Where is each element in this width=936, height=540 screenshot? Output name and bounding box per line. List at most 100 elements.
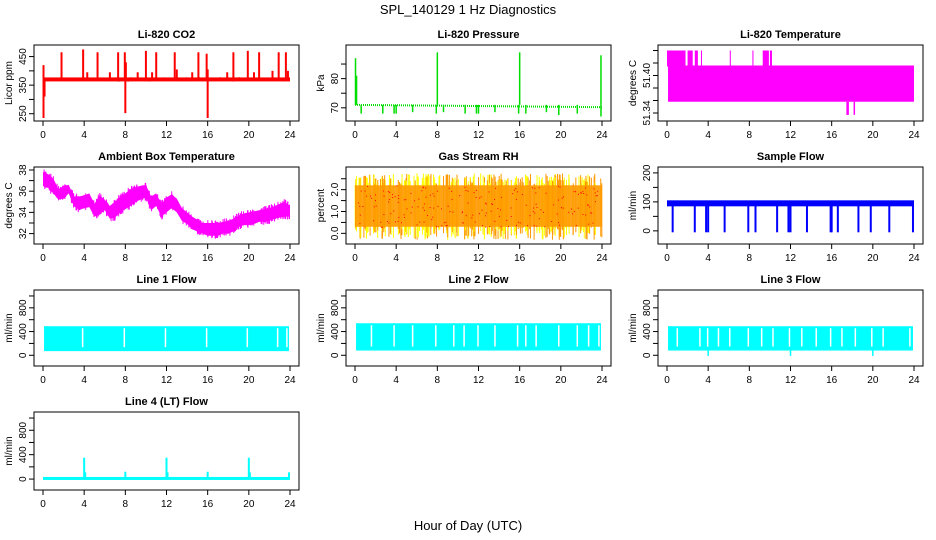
rh-dot: [432, 193, 434, 195]
rh-dot: [508, 226, 510, 228]
rh-dot: [478, 213, 480, 215]
x-tick-label: 16: [202, 375, 214, 386]
x-tick-label: 12: [785, 130, 797, 141]
rh-dot: [359, 223, 361, 225]
y-tick-label: 36: [18, 185, 29, 197]
rh-dot: [545, 192, 547, 194]
rh-dot: [364, 190, 366, 192]
y-tick-label: 0: [642, 352, 653, 358]
rh-dot: [448, 187, 450, 189]
y-tick-label: 250: [18, 105, 29, 122]
x-tick-label: 12: [785, 375, 797, 386]
rh-dot: [575, 225, 577, 227]
x-tick-label: 20: [867, 375, 879, 386]
rh-dot: [394, 221, 396, 223]
rh-dot: [406, 208, 408, 210]
x-tick-label: 20: [243, 253, 255, 264]
rh-dot: [582, 214, 584, 216]
rh-dot: [515, 198, 517, 200]
rh-dot: [568, 211, 570, 213]
rh-dot: [577, 193, 579, 195]
rh-dot: [526, 225, 528, 227]
x-tick-label: 8: [435, 253, 441, 264]
x-tick-label: 8: [435, 130, 441, 141]
rh-dot: [562, 207, 564, 209]
x-tick-label: 8: [435, 375, 441, 386]
panel-ylabel: ml/min: [4, 436, 15, 465]
rh-dot: [571, 213, 573, 215]
x-tick-label: 12: [473, 375, 485, 386]
y-tick-label: 450: [18, 48, 29, 65]
rh-dot: [557, 185, 559, 187]
rh-dot: [489, 226, 491, 228]
plot-area-line2_flow: [356, 323, 601, 351]
x-tick-label: 24: [596, 375, 608, 386]
rh-dot: [375, 205, 377, 207]
rh-dot: [473, 192, 475, 194]
y-tick-label: 32: [18, 228, 29, 240]
rh-dot: [451, 199, 453, 201]
x-tick-label: 4: [81, 375, 87, 386]
panel-title: Li-820 Pressure: [438, 29, 520, 41]
x-tick-label: 0: [664, 130, 670, 141]
plot-area-pressure: [354, 52, 603, 117]
rh-dot: [532, 211, 534, 213]
y-tick-label: 200: [642, 164, 653, 181]
rh-dot: [445, 221, 447, 223]
rh-dot: [521, 194, 523, 196]
panel-pressure: 0 4 8 12 16 20 24 70 80 Li-820 Pressure kPa: [316, 29, 612, 141]
rh-dot: [495, 187, 497, 189]
rh-dot: [443, 222, 445, 224]
rh-dot: [433, 195, 435, 197]
rh-dot: [389, 191, 391, 193]
rh-dot: [371, 197, 373, 199]
rh-dot: [553, 204, 555, 206]
rh-dot: [411, 206, 413, 208]
series-baseline: [43, 77, 290, 82]
x-tick-label: 16: [202, 130, 214, 141]
rh-dot: [472, 214, 474, 216]
figure-xlabel: Hour of Day (UTC): [413, 518, 523, 533]
rh-dot: [374, 200, 376, 202]
x-tick-label: 24: [596, 253, 608, 264]
rh-dot: [580, 191, 582, 193]
plot-area-line3_flow: [668, 326, 913, 356]
rh-dot: [394, 196, 396, 198]
y-tick-label: 350: [18, 76, 29, 93]
x-tick-label: 16: [514, 130, 526, 141]
burst-mark: [687, 50, 693, 67]
y-tick-label: 400: [18, 323, 29, 340]
panel-rh: 0 4 8 12 16 20 24 0.0 1.0 2.0 Gas Stream RH percent: [316, 151, 612, 264]
x-tick-label: 24: [908, 253, 920, 264]
rh-dot: [543, 211, 545, 213]
rh-dot: [416, 224, 418, 226]
x-tick-label: 4: [393, 375, 399, 386]
panel-title: Line 2 Flow: [449, 274, 509, 286]
rh-dot: [446, 225, 448, 227]
y-tick-label: 100: [642, 193, 653, 210]
rh-dot: [538, 187, 540, 189]
rh-dot: [417, 206, 419, 208]
rh-dot: [533, 207, 535, 209]
rh-dot: [516, 224, 518, 226]
x-tick-label: 4: [81, 499, 87, 510]
rh-dot: [492, 203, 494, 205]
rh-dot: [510, 215, 512, 217]
rh-dot: [538, 218, 540, 220]
rh-dot: [465, 190, 467, 192]
rh-dot: [559, 186, 561, 188]
rh-dot: [485, 226, 487, 228]
x-tick-label: 12: [473, 130, 485, 141]
y-tick-label: 400: [18, 446, 29, 463]
rh-dot: [561, 197, 563, 199]
x-tick-label: 0: [664, 253, 670, 264]
rh-dot: [451, 190, 453, 192]
rh-dot: [582, 191, 584, 193]
rh-dot: [366, 195, 368, 197]
y-tick-label: 34: [18, 206, 29, 218]
rh-dot: [410, 192, 412, 194]
rh-dot: [594, 201, 596, 203]
x-tick-label: 24: [908, 130, 920, 141]
x-tick-label: 12: [161, 253, 173, 264]
rh-dot: [593, 188, 595, 190]
